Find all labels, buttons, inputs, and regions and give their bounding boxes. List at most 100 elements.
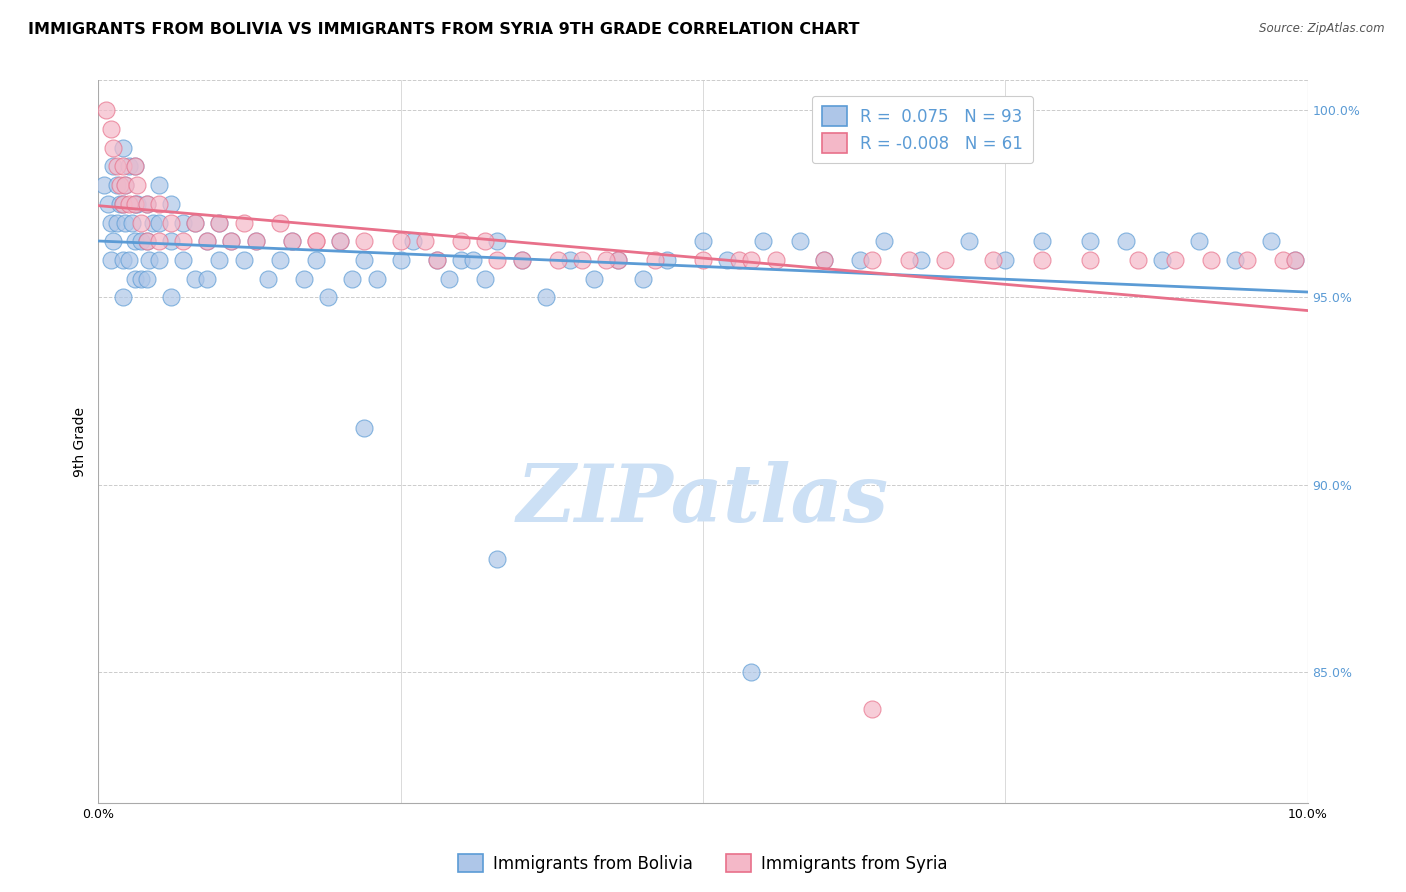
Point — [108, 178, 131, 193]
Point — [305, 234, 328, 248]
Point — [1188, 234, 1211, 248]
Point — [208, 215, 231, 229]
Point — [135, 234, 157, 248]
Point — [135, 234, 157, 248]
Point — [305, 252, 328, 267]
Point — [245, 234, 267, 248]
Point — [631, 271, 654, 285]
Point — [148, 252, 170, 267]
Point — [232, 215, 254, 229]
Point — [127, 196, 149, 211]
Point — [1078, 234, 1101, 248]
Point — [860, 252, 883, 267]
Point — [655, 252, 678, 267]
Point — [342, 271, 364, 285]
Point — [994, 252, 1017, 267]
Point — [184, 215, 207, 229]
Point — [692, 252, 714, 267]
Point — [474, 271, 496, 285]
Point — [813, 252, 835, 267]
Point — [486, 552, 509, 566]
Point — [292, 271, 315, 285]
Point — [172, 215, 194, 229]
Point — [413, 234, 436, 248]
Point — [644, 252, 666, 267]
Point — [558, 252, 581, 267]
Point — [765, 252, 787, 267]
Point — [124, 196, 146, 211]
Point — [353, 421, 375, 435]
Point — [389, 234, 412, 248]
Point — [148, 215, 170, 229]
Point — [138, 252, 160, 267]
Point — [111, 141, 134, 155]
Point — [1163, 252, 1185, 267]
Point — [692, 234, 714, 248]
Text: ZIPatlas: ZIPatlas — [517, 460, 889, 538]
Point — [124, 234, 146, 248]
Point — [97, 196, 120, 211]
Point — [353, 252, 375, 267]
Point — [172, 252, 194, 267]
Point — [245, 234, 267, 248]
Point — [534, 290, 557, 304]
Point — [160, 215, 183, 229]
Point — [789, 234, 811, 248]
Point — [111, 196, 134, 211]
Point — [100, 122, 122, 136]
Point — [402, 234, 425, 248]
Point — [510, 252, 533, 267]
Point — [1223, 252, 1246, 267]
Point — [208, 252, 231, 267]
Text: IMMIGRANTS FROM BOLIVIA VS IMMIGRANTS FROM SYRIA 9TH GRADE CORRELATION CHART: IMMIGRANTS FROM BOLIVIA VS IMMIGRANTS FR… — [28, 22, 859, 37]
Point — [93, 178, 115, 193]
Point — [474, 234, 496, 248]
Point — [486, 234, 509, 248]
Point — [124, 196, 146, 211]
Point — [860, 702, 883, 716]
Point — [184, 271, 207, 285]
Point — [105, 160, 128, 174]
Point — [105, 178, 128, 193]
Point — [105, 215, 128, 229]
Point — [256, 271, 278, 285]
Point — [108, 196, 131, 211]
Text: Source: ZipAtlas.com: Source: ZipAtlas.com — [1260, 22, 1385, 36]
Point — [172, 234, 194, 248]
Point — [1152, 252, 1174, 267]
Point — [1078, 252, 1101, 267]
Point — [1031, 234, 1053, 248]
Point — [571, 252, 593, 267]
Point — [873, 234, 896, 248]
Point — [111, 160, 134, 174]
Point — [135, 196, 157, 211]
Point — [740, 252, 762, 267]
Point — [160, 196, 183, 211]
Point — [100, 252, 122, 267]
Point — [148, 178, 170, 193]
Point — [129, 234, 152, 248]
Point — [124, 271, 146, 285]
Point — [101, 234, 124, 248]
Point — [897, 252, 920, 267]
Point — [114, 215, 136, 229]
Point — [118, 196, 141, 211]
Point — [849, 252, 872, 267]
Point — [426, 252, 449, 267]
Point — [981, 252, 1004, 267]
Point — [135, 271, 157, 285]
Point — [281, 234, 304, 248]
Point — [366, 271, 388, 285]
Point — [547, 252, 569, 267]
Point — [1199, 252, 1222, 267]
Point — [135, 196, 157, 211]
Point — [450, 252, 472, 267]
Point — [208, 215, 231, 229]
Point — [934, 252, 956, 267]
Point — [1236, 252, 1258, 267]
Point — [184, 215, 207, 229]
Point — [752, 234, 775, 248]
Point — [124, 160, 146, 174]
Point — [195, 234, 218, 248]
Point — [329, 234, 352, 248]
